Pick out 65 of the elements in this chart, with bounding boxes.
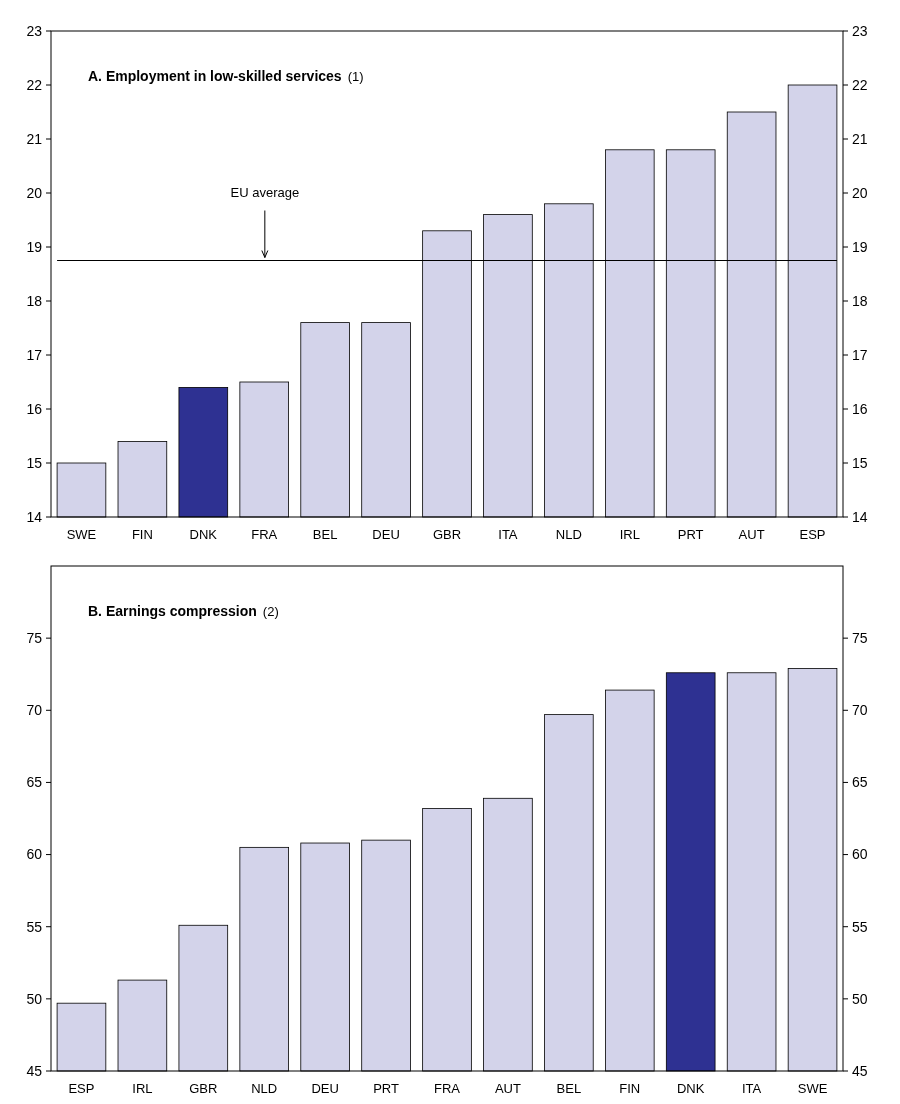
y2-tick-label: 75 (852, 630, 868, 647)
y-tick-label: 17 (26, 346, 43, 363)
x-tick-label: DEU (372, 527, 400, 542)
x-tick-label: DNK (189, 527, 218, 542)
y-tick-label: 60 (26, 846, 43, 863)
text: (1) (347, 69, 364, 84)
x-tick-label: AUT (494, 1081, 521, 1096)
x-tick-label: BEL (312, 527, 338, 542)
x-tick-label: DEU (311, 1081, 339, 1096)
x-tick-label: ITA (741, 1081, 762, 1096)
y-tick-label: 23 (26, 22, 43, 39)
y2-tick-label: 14 (852, 508, 868, 525)
ref-line-label: EU average (230, 184, 300, 200)
x-tick-label: GBR (189, 1081, 218, 1096)
y2-tick-label: 15 (852, 454, 868, 471)
y-tick-label: 50 (26, 990, 43, 1007)
text: B. Earnings compression (88, 603, 257, 619)
x-tick-label: SWE (797, 1081, 828, 1096)
y2-tick-label: 16 (852, 400, 868, 417)
x-tick-label: DNK (676, 1081, 705, 1096)
y-tick-label: 70 (26, 702, 43, 719)
y-tick-label: 65 (26, 774, 43, 791)
y2-tick-label: 21 (852, 130, 868, 147)
y-tick-label: 14 (26, 508, 43, 525)
x-tick-label: ESP (799, 527, 826, 542)
y-tick-label: 19 (26, 238, 43, 255)
x-tick-label: BEL (556, 1081, 582, 1096)
y2-tick-label: 65 (852, 774, 868, 791)
y2-tick-label: 17 (852, 346, 868, 363)
y-tick-label: 16 (26, 400, 43, 417)
text: A. Employment in low-skilled services (88, 68, 342, 84)
x-tick-label: FRA (251, 527, 278, 542)
y2-tick-label: 22 (852, 76, 868, 93)
x-tick-label: FIN (131, 527, 153, 542)
y2-tick-label: 60 (852, 846, 868, 863)
x-tick-label: FRA (434, 1081, 461, 1096)
y2-tick-label: 18 (852, 292, 868, 309)
y2-tick-label: 55 (852, 918, 868, 935)
y2-tick-label: 45 (852, 1062, 868, 1079)
y-tick-label: 21 (26, 130, 43, 147)
x-tick-label: SWE (66, 527, 97, 542)
x-tick-label: IRL (132, 1081, 153, 1096)
y-tick-label: 18 (26, 292, 43, 309)
y-tick-label: 20 (26, 184, 43, 201)
y2-tick-label: 50 (852, 990, 868, 1007)
x-tick-label: ITA (498, 527, 518, 542)
x-tick-label: FIN (619, 1081, 641, 1096)
x-tick-label: AUT (738, 527, 765, 542)
y2-tick-label: 23 (852, 22, 868, 39)
x-tick-label: PRT (373, 1081, 400, 1096)
y2-tick-label: 19 (852, 238, 868, 255)
x-tick-label: ESP (68, 1081, 95, 1096)
y-tick-label: 15 (26, 454, 43, 471)
y2-tick-label: 70 (852, 702, 868, 719)
x-tick-label: GBR (432, 527, 462, 542)
x-tick-label: IRL (619, 527, 640, 542)
y-tick-label: 75 (26, 630, 43, 647)
y-tick-label: 45 (26, 1062, 43, 1079)
x-tick-label: PRT (677, 527, 704, 542)
x-tick-label: NLD (251, 1081, 278, 1096)
y-tick-label: 22 (26, 76, 43, 93)
x-tick-label: NLD (555, 527, 582, 542)
y-tick-label: 55 (26, 918, 43, 935)
y2-tick-label: 20 (852, 184, 868, 201)
text: (2) (262, 604, 279, 619)
